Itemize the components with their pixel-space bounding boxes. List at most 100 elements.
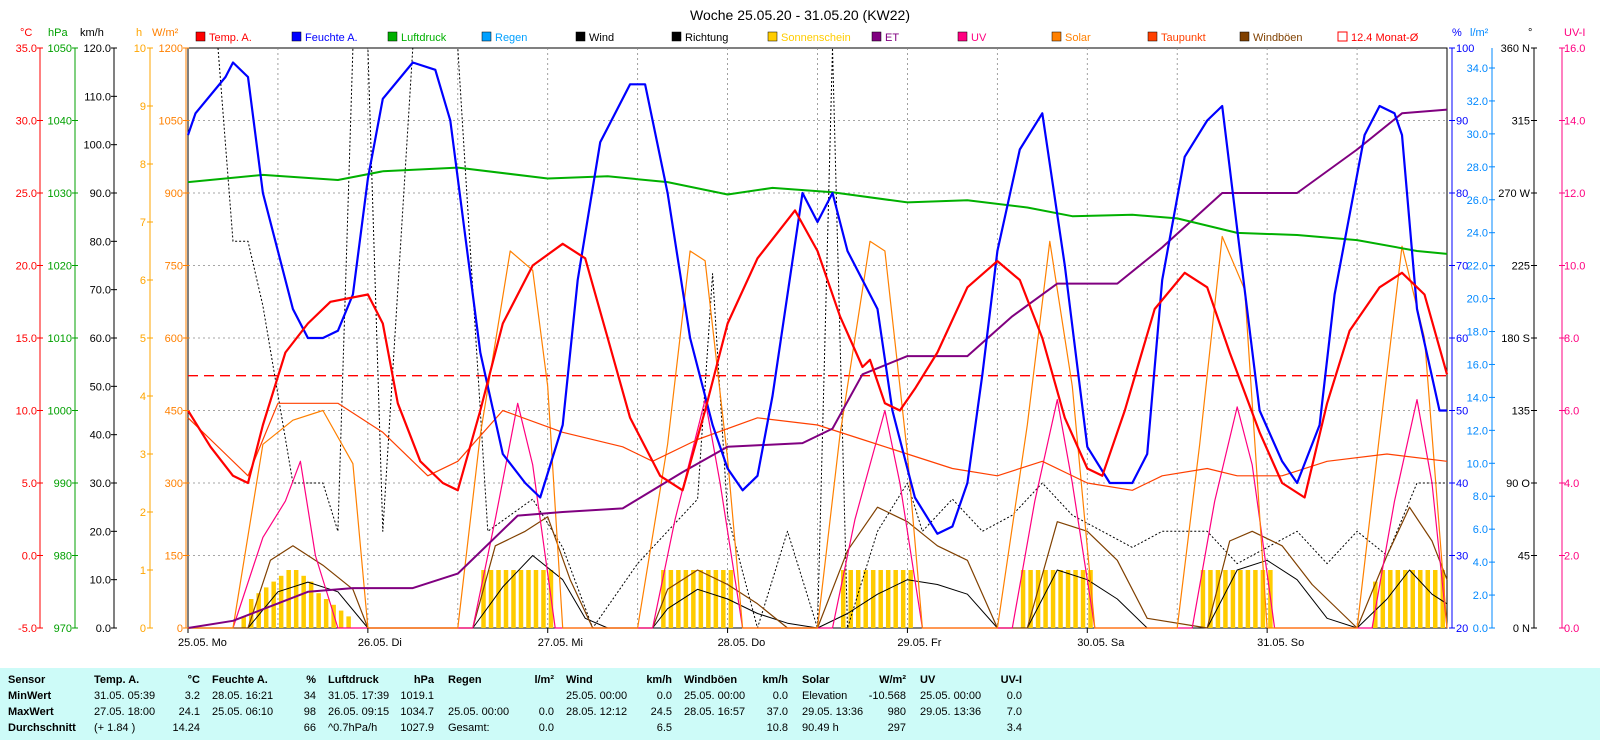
axis-pressure-tick-label: 1040	[48, 116, 72, 128]
sunshine-bar	[908, 570, 913, 628]
axis-sunshine-tick-label: 9	[140, 101, 146, 113]
stats-press-title: Luftdruck	[328, 674, 379, 686]
axis-sunshine-tick-label: 2	[140, 507, 146, 519]
sunshine-bar	[488, 570, 494, 628]
stats-label-avg: Durchschnitt	[8, 722, 76, 734]
sunshine-bar	[301, 575, 306, 628]
sunshine-bar	[863, 570, 868, 628]
axis-sunshine-tick-label: 4	[140, 391, 146, 403]
stats-wind-min-val: 0.0	[656, 690, 672, 702]
axis-solar-unit: W/m²	[152, 27, 179, 39]
axis-temp-tick-label: 5.0	[22, 478, 37, 490]
stats-rain-avg-note: Gesamt:	[448, 722, 490, 734]
sunshine-bar	[1388, 570, 1393, 628]
axis-solar-tick-label: 150	[165, 551, 183, 563]
series-line-richtung	[217, 47, 1447, 629]
stats-wind-max-time: 28.05. 12:12	[566, 706, 628, 718]
sunshine-bar	[728, 570, 734, 628]
axis-rain-tick-label: 6.0	[1473, 524, 1488, 536]
legend-label: Taupunkt	[1161, 32, 1206, 44]
series-line-et	[187, 108, 1448, 629]
stats-hum-unit: %	[306, 674, 316, 686]
stats-wind-min-time: 25.05. 00:00	[566, 690, 628, 702]
axis-sunshine-tick-label: 7	[140, 217, 146, 229]
axis-uv-tick-label: 8.0	[1564, 333, 1579, 345]
sunshine-bar	[900, 570, 906, 628]
axis-rain-tick-label: 0.0	[1473, 623, 1488, 635]
stats-temp-max-time: 27.05. 18:00	[94, 706, 156, 718]
axis-temp-tick-label: 35.0	[16, 43, 37, 55]
legend-swatch	[1051, 31, 1062, 42]
sunshine-bar	[1395, 570, 1401, 628]
axis-wind-tick-label: 110.0	[84, 91, 111, 103]
axis-direction-unit: °	[1528, 27, 1532, 39]
axis-rain-tick-label: 2.0	[1473, 590, 1488, 602]
stats-uv-max-time: 29.05. 13:36	[920, 706, 982, 718]
stats-wind-title: Wind	[566, 674, 593, 686]
sunshine-bar	[683, 570, 689, 628]
stats-hum-max-val: 98	[303, 706, 316, 718]
axis-uv-tick-label: 14.0	[1564, 116, 1585, 128]
axis-rain-tick-label: 12.0	[1467, 425, 1488, 437]
axis-uv-tick-label: 4.0	[1564, 478, 1579, 490]
sunshine-bar	[331, 604, 336, 628]
stats-wind-avg-val: 6.5	[656, 722, 672, 734]
sunshine-bar	[668, 570, 674, 628]
stats-temp-max-val: 24.1	[178, 706, 200, 718]
stats-hum-min-val: 34	[303, 690, 316, 702]
axis-wind-tick-label: 60.0	[90, 333, 111, 345]
legend-swatch	[195, 31, 206, 42]
stats-solar-avg-val: 297	[887, 722, 906, 734]
series-line-wind	[188, 555, 1448, 629]
legend-swatch	[767, 31, 778, 42]
legend-label: Windböen	[1253, 32, 1303, 44]
axis-wind-tick-label: 20.0	[90, 526, 111, 538]
stats-hum-max-time: 25.05. 06:10	[212, 706, 274, 718]
axis-uv-tick-label: 10.0	[1564, 261, 1585, 273]
axis-rain-tick-label: 28.0	[1467, 162, 1488, 174]
stats-temp-unit: °C	[187, 674, 200, 686]
axis-pressure-tick-label: 980	[54, 551, 72, 563]
axis-wind-unit: km/h	[80, 27, 104, 39]
axis-solar-tick-label: 0	[177, 623, 183, 635]
stats-label-max: MaxWert	[8, 706, 54, 718]
axis-wind-tick-label: 70.0	[90, 285, 111, 297]
axis-wind-tick-label: 80.0	[90, 236, 111, 248]
series-lines	[186, 47, 1449, 629]
stats-uv-unit: UV-I	[1000, 674, 1022, 686]
legend-label: Sonnenschein	[781, 32, 851, 44]
axis-humidity-tick-label: 60	[1456, 333, 1468, 345]
axis-rain-tick-label: 4.0	[1473, 557, 1488, 569]
axis-humidity-tick-label: 80	[1456, 188, 1468, 200]
axis-rain-tick-label: 16.0	[1467, 359, 1488, 371]
axis-direction-tick-label: 315	[1512, 116, 1530, 128]
axis-rain-tick-label: 34.0	[1467, 63, 1488, 75]
legend-swatch	[671, 31, 682, 42]
axis-solar-tick-label: 450	[165, 406, 183, 418]
axis-wind-tick-label: 120.0	[83, 43, 111, 55]
sunshine-bar	[713, 570, 719, 628]
stats-uv-avg-val: 3.4	[1006, 722, 1022, 734]
sunshine-bar	[533, 570, 539, 628]
axis-direction-tick-label: 90 O	[1506, 478, 1530, 490]
stats-solar-title: Solar	[802, 674, 830, 686]
axis-sunshine-tick-label: 0	[140, 623, 146, 635]
axis-humidity-tick-label: 30	[1456, 551, 1468, 563]
legend-label: UV	[971, 32, 987, 44]
legend-label: Feuchte A.	[305, 32, 358, 44]
axis-uv-tick-label: 2.0	[1564, 551, 1579, 563]
stats-gust-max-val: 37.0	[766, 706, 788, 718]
series-line-luftdruck	[187, 166, 1448, 255]
legend-label: Solar	[1065, 32, 1091, 44]
stats-temp-title: Temp. A.	[94, 674, 140, 686]
stats-wind-max-val: 24.5	[650, 706, 672, 718]
axis-sunshine-tick-label: 10	[134, 43, 146, 55]
sunshine-bar	[338, 610, 344, 628]
axis-direction-tick-label: 135	[1512, 406, 1530, 418]
sunshine-bar	[1223, 570, 1228, 628]
axis-pressure-tick-label: 1010	[48, 333, 72, 345]
axis-humidity-tick-label: 50	[1456, 406, 1468, 418]
stats-press-unit: hPa	[413, 674, 434, 686]
sunshine-bar	[541, 570, 546, 628]
sunshine-bar	[1050, 570, 1056, 628]
